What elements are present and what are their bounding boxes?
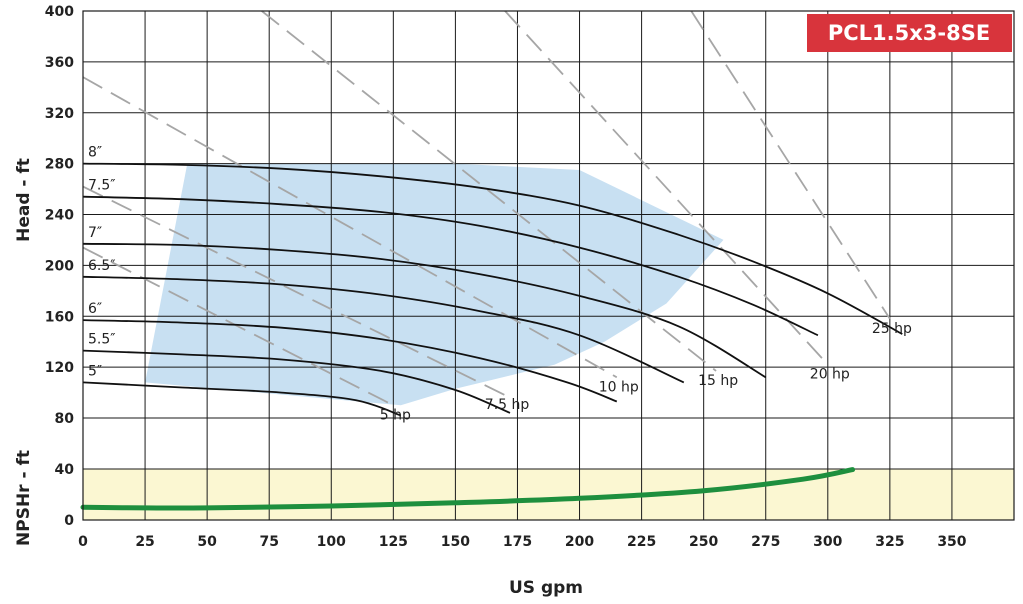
y-tick-label-head: 240 [45, 208, 74, 224]
x-tick-label: 325 [875, 534, 904, 550]
y-tick-label-head: 80 [55, 411, 75, 427]
x-tick-label: 175 [503, 534, 532, 550]
x-axis-ticks: 0 25 50 75 100 125 150 175 200 225 250 275 300 325 350 [78, 534, 967, 550]
model-badge: PCL1.5x3-8SE [807, 14, 1012, 52]
hp-line [82, 246, 394, 407]
x-tick-label: 100 [317, 534, 346, 550]
y-tick-label-npshr: 40 [55, 462, 75, 478]
plot-border [82, 10, 1015, 521]
y-axis-ticks: 80 120 160 200 240 280 320 360 400 0 40 [45, 4, 74, 529]
hp-line [504, 10, 829, 366]
x-tick-label: 275 [751, 534, 780, 550]
impeller-label: 8″ [88, 145, 102, 161]
hp-label: 20 hp [810, 367, 850, 383]
y-tick-label-head: 200 [45, 258, 74, 274]
x-tick-label: 225 [627, 534, 656, 550]
x-tick-label: 50 [197, 534, 217, 550]
hp-line [82, 76, 618, 379]
y-tick-label-head: 400 [45, 4, 74, 20]
hp-line [82, 185, 506, 396]
x-tick-label: 300 [813, 534, 842, 550]
y-axis-title-npshr: NPSHr - ft [14, 450, 34, 546]
x-tick-label: 150 [441, 534, 470, 550]
y-axis-title-head: Head - ft [14, 158, 34, 242]
impeller-curve [82, 349, 511, 414]
impeller-curve [82, 195, 819, 337]
impeller-label: 5″ [88, 363, 102, 379]
y-tick-label-head: 280 [45, 157, 74, 173]
impeller-curve [82, 275, 685, 384]
hp-label: 7.5 hp [485, 397, 530, 413]
x-tick-label: 75 [259, 534, 278, 550]
hp-lines [82, 10, 891, 407]
hp-label: 10 hp [599, 379, 639, 395]
x-tick-label: 125 [379, 534, 408, 550]
hp-label: 25 hp [872, 321, 912, 337]
hp-label: 15 hp [698, 373, 738, 389]
impeller-curve [82, 381, 402, 417]
grid [83, 11, 1014, 520]
model-badge-text: PCL1.5x3-8SE [828, 21, 990, 45]
x-tick-label: 25 [135, 534, 154, 550]
y-tick-label-head: 320 [45, 106, 74, 122]
impeller-label: 7″ [88, 225, 102, 241]
impeller-curve [82, 242, 767, 379]
y-tick-label-head: 160 [45, 309, 74, 325]
impeller-label: 5.5″ [88, 332, 116, 348]
impeller-curves [82, 162, 903, 417]
x-tick-label: 350 [937, 534, 966, 550]
hp-labels: 5 hp 7.5 hp 10 hp 15 hp 20 hp 25 hp [380, 321, 912, 423]
y-tick-label-npshr: 0 [64, 513, 74, 529]
x-tick-label: 250 [689, 534, 718, 550]
y-tick-label-head: 360 [45, 55, 74, 71]
impeller-curve [82, 162, 903, 335]
impeller-label: 6″ [88, 301, 102, 317]
npshr-curve [80, 467, 856, 511]
hp-line [261, 10, 717, 372]
impeller-label: 7.5″ [88, 178, 116, 194]
x-tick-label: 200 [565, 534, 594, 550]
y-tick-label-head: 120 [45, 360, 74, 376]
model-badge-box [807, 14, 1012, 52]
x-tick-label: 0 [78, 534, 88, 550]
impeller-labels: 8″ 7.5″ 7″ 6.5″ 6″ 5.5″ 5″ [88, 145, 116, 380]
impeller-curve [82, 319, 618, 403]
hp-label: 5 hp [380, 407, 411, 423]
npshr-band [83, 469, 1014, 520]
efficiency-region [145, 163, 724, 406]
impeller-label: 6.5″ [88, 258, 116, 274]
hp-line [690, 10, 891, 320]
x-axis-title: US gpm [509, 578, 583, 598]
